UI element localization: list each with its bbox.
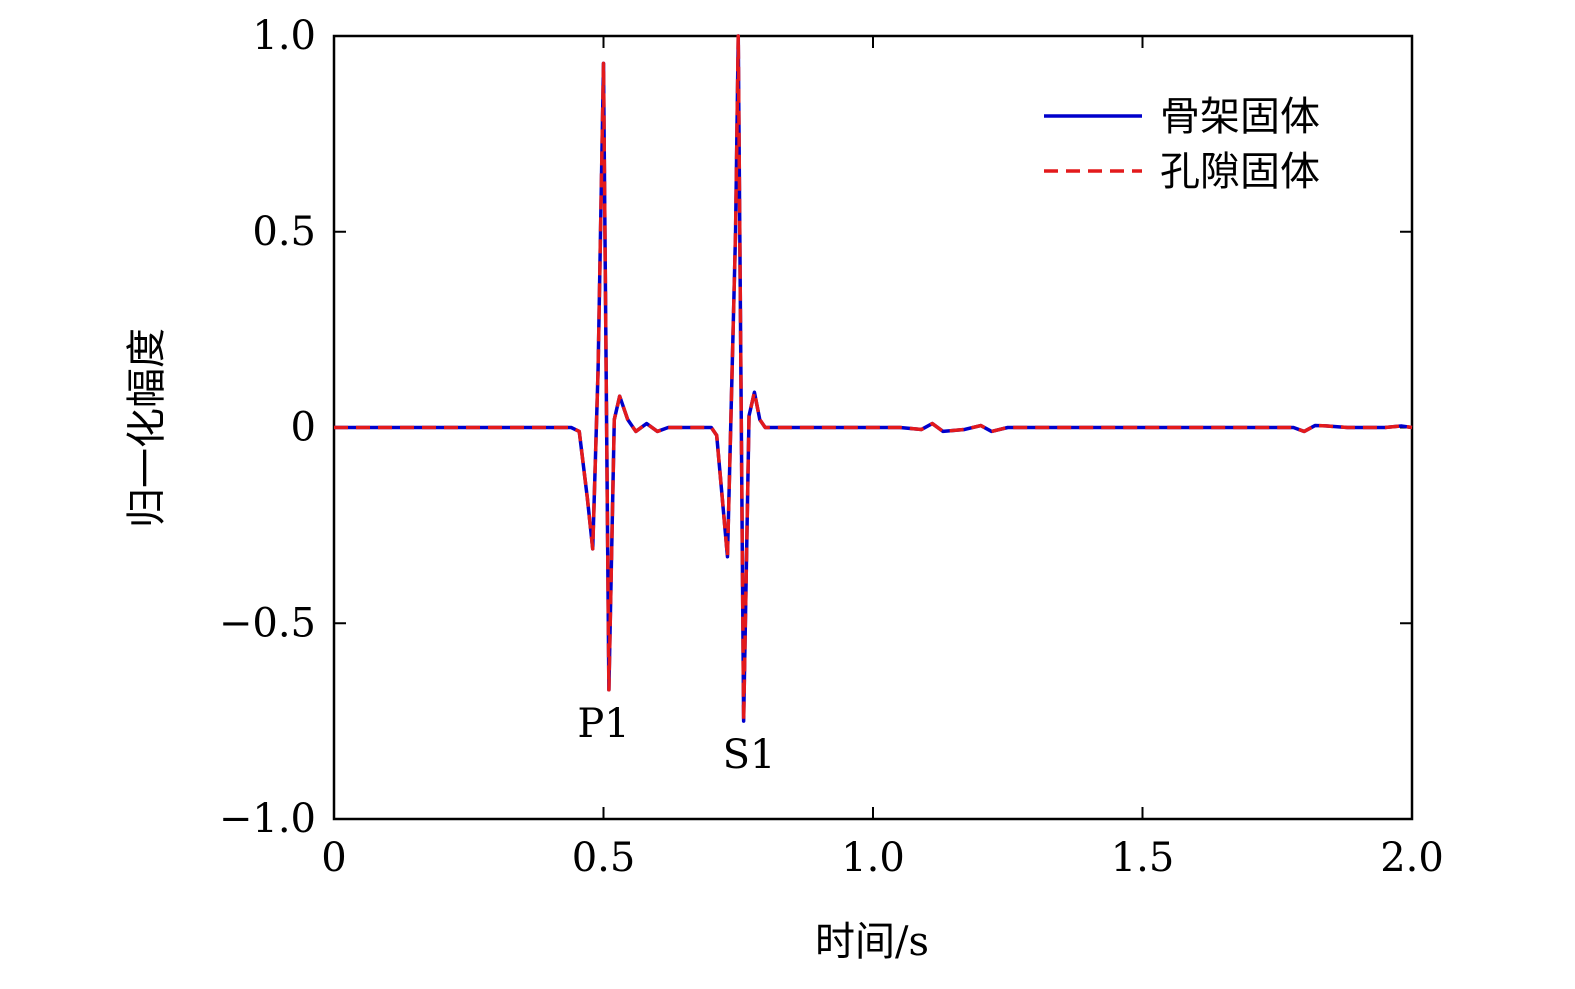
x-tick-label: 2.0 [1380,835,1444,881]
series-lines [334,34,1413,723]
legend-label: 骨架固体 [1160,94,1320,140]
y-tick-label: −1.0 [219,796,316,842]
annotation-s1: S1 [723,732,776,778]
annotation-p1: P1 [577,701,629,747]
y-tick-label: 1.0 [252,13,316,59]
axis-ticks: 0 0.5 1.0 1.5 2.0 −1.0 −0.5 0 0.5 1.0 [219,13,1444,881]
x-tick-label: 0 [321,835,346,881]
x-tick-label: 1.0 [841,835,905,881]
y-tick-label: 0 [291,405,316,451]
x-axis-title: 时间/s [815,919,929,965]
y-axis-title: 归一化幅度 [124,328,170,528]
series-line-2 [334,34,1413,723]
y-tick-label: −0.5 [219,600,316,646]
x-tick-label: 1.5 [1111,835,1175,881]
legend-label: 孔隙固体 [1160,149,1320,195]
x-tick-label: 0.5 [572,835,636,881]
y-tick-label: 0.5 [252,209,316,255]
